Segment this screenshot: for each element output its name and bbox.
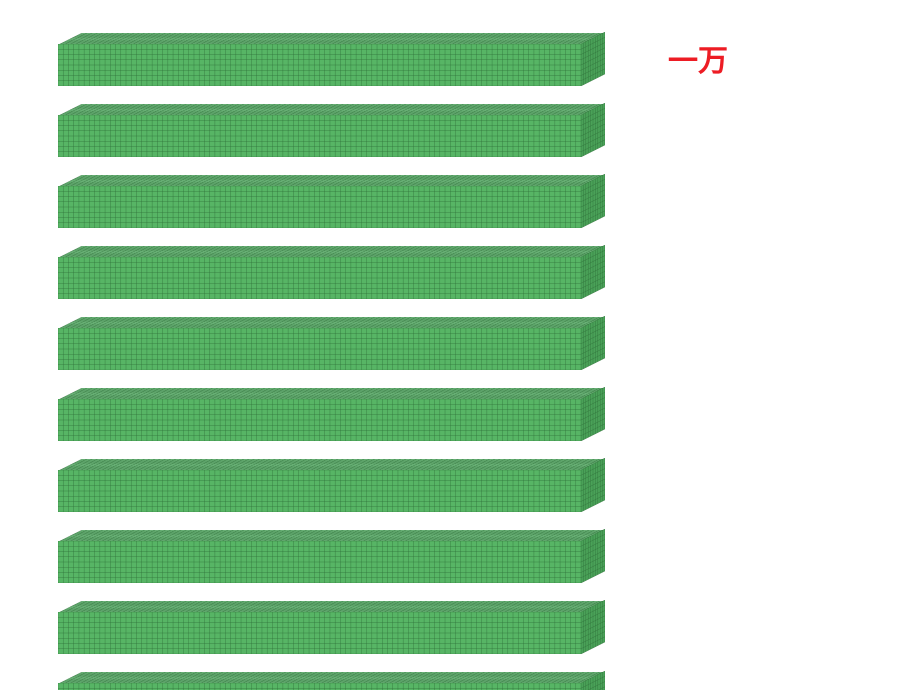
value-label: 一万 [668, 36, 728, 80]
thousand-block [58, 32, 605, 86]
thousand-block [58, 529, 605, 583]
thousand-block [58, 387, 605, 441]
block-side-face [581, 458, 605, 512]
thousand-block [58, 103, 605, 157]
diagram-stage: 一万 [0, 0, 920, 690]
block-side-face [581, 529, 605, 583]
block-side-face [581, 174, 605, 228]
block-front-face [58, 470, 581, 512]
thousand-block [58, 316, 605, 370]
block-front-face [58, 328, 581, 370]
block-front-face [58, 115, 581, 157]
block-front-face [58, 541, 581, 583]
thousand-block [58, 671, 605, 690]
block-front-face [58, 399, 581, 441]
thousand-block [58, 174, 605, 228]
block-front-face [58, 683, 581, 690]
thousand-block [58, 245, 605, 299]
block-front-face [58, 612, 581, 654]
bars-container [58, 32, 605, 690]
thousand-block [58, 458, 605, 512]
block-front-face [58, 186, 581, 228]
block-side-face [581, 316, 605, 370]
block-front-face [58, 44, 581, 86]
block-side-face [581, 387, 605, 441]
block-side-face [581, 245, 605, 299]
block-side-face [581, 671, 605, 690]
block-side-face [581, 32, 605, 86]
block-side-face [581, 103, 605, 157]
block-side-face [581, 600, 605, 654]
thousand-block [58, 600, 605, 654]
block-front-face [58, 257, 581, 299]
